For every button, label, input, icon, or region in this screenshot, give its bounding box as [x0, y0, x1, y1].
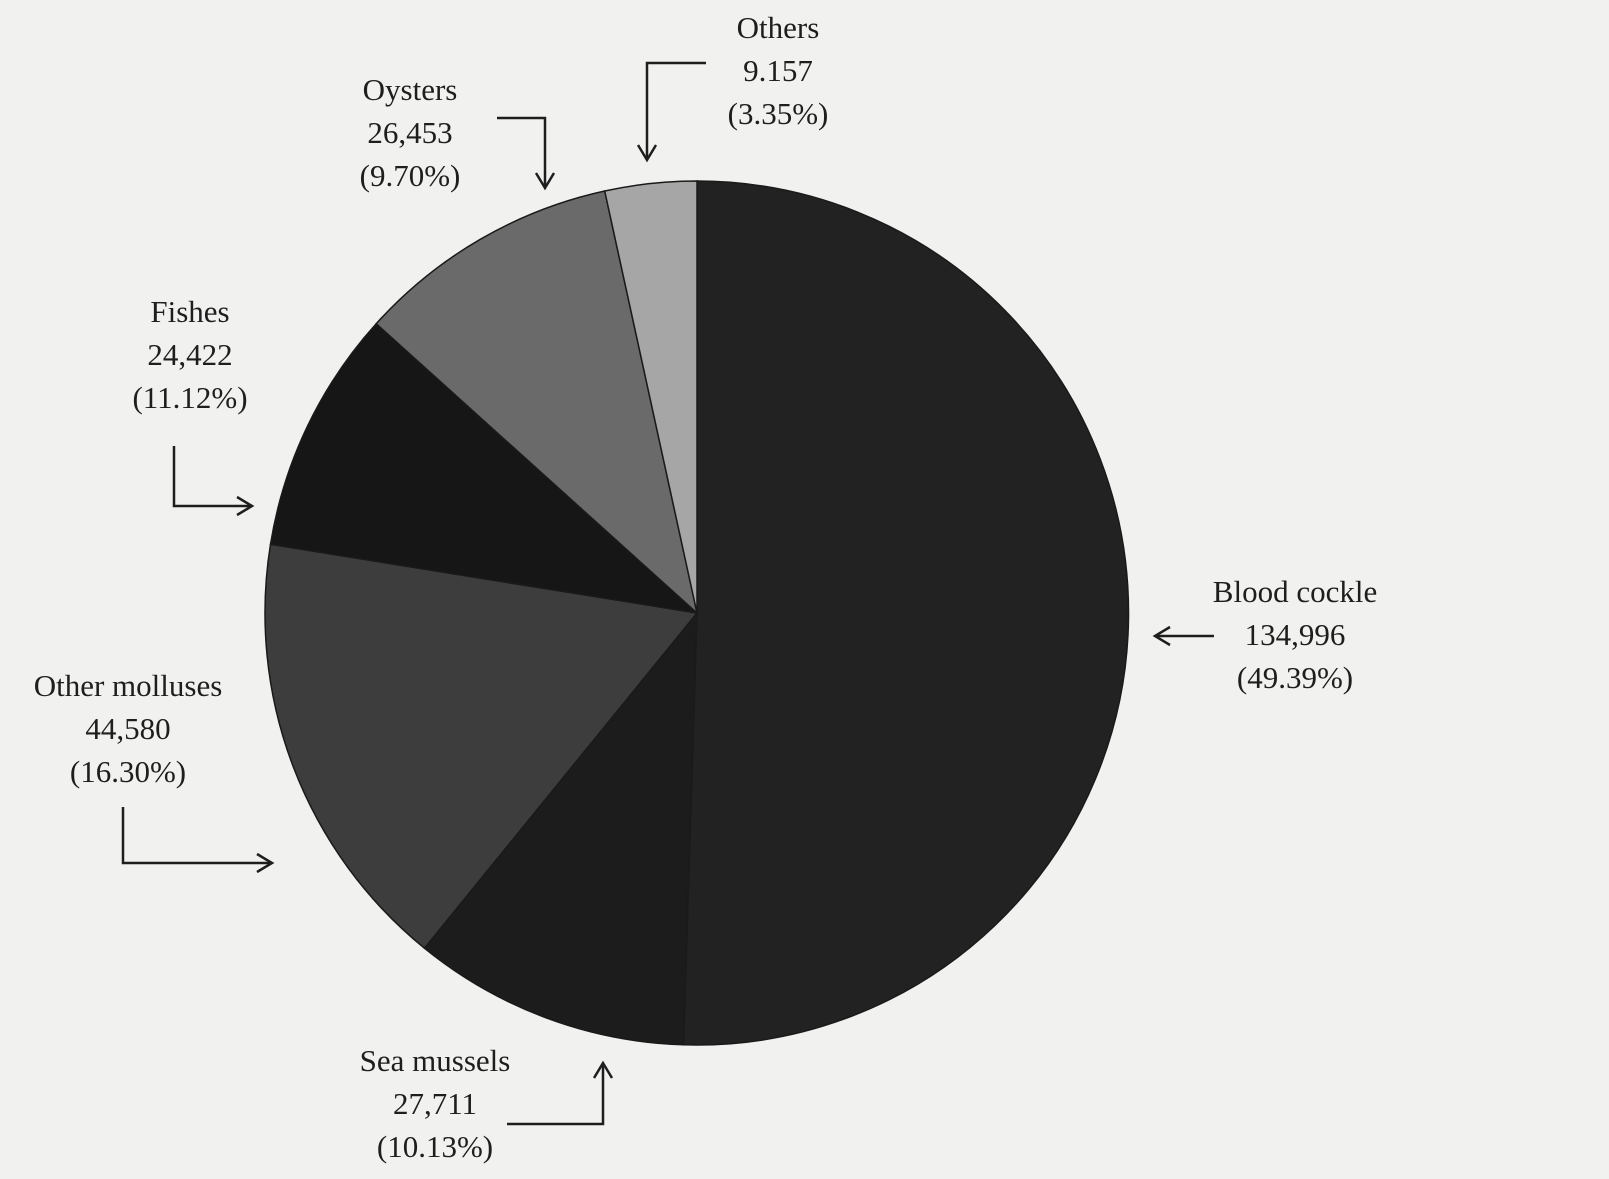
pie-slice-oysters	[375, 190, 699, 616]
slice-percent: (3.35%)	[727, 96, 829, 131]
slice-label-others: Others 9.157 (3.35%)	[703, 6, 853, 135]
pie-slices	[264, 180, 1130, 1046]
slice-value: 27,711	[392, 1086, 478, 1121]
pie-slice-fishes	[269, 322, 700, 615]
leader-arrow-fishes	[172, 446, 250, 508]
slice-label-other-molluses: Other molluses 44,580 (16.30%)	[8, 664, 248, 793]
arrowhead-other-molluses	[256, 852, 275, 874]
leader-arrows	[121, 61, 1214, 1126]
slice-label-fishes: Fishes 24,422 (11.12%)	[105, 290, 275, 419]
slice-percent: (16.30%)	[69, 754, 187, 789]
slice-name: Sea mussels	[359, 1043, 511, 1078]
arrowhead-blood-cockle	[1152, 625, 1171, 647]
arrowhead-others	[636, 144, 658, 163]
arrowhead-fishes	[236, 495, 255, 517]
slice-value: 134,996	[1244, 617, 1346, 652]
leader-arrow-others	[645, 61, 706, 158]
slice-value: 9.157	[743, 53, 813, 88]
slice-percent: (9.70%)	[359, 158, 461, 193]
slice-percent: (10.13%)	[376, 1129, 494, 1164]
slice-percent: (11.12%)	[132, 380, 248, 415]
pie-slice-sea-mussels	[423, 610, 698, 1046]
slice-value: 26,453	[367, 115, 453, 150]
pie-slice-other-molluses	[264, 543, 699, 950]
leader-arrow-sea-mussels	[507, 1065, 605, 1126]
pie-slice-others	[603, 180, 698, 614]
arrowhead-oysters	[534, 172, 556, 191]
slice-value: 44,580	[85, 711, 171, 746]
slice-label-oysters: Oysters 26,453 (9.70%)	[335, 68, 485, 197]
leader-arrow-oysters	[497, 116, 547, 186]
slice-name: Oysters	[362, 72, 458, 107]
slice-name: Other molluses	[33, 668, 223, 703]
arrowhead-sea-mussels	[592, 1060, 614, 1079]
slice-label-blood-cockle: Blood cockle 134,996 (49.39%)	[1180, 570, 1410, 699]
slice-label-sea-mussels: Sea mussels 27,711 (10.13%)	[330, 1039, 540, 1168]
leader-arrow-other-molluses	[121, 807, 270, 865]
pie-slice-blood-cockle	[682, 180, 1130, 1046]
slice-percent: (49.39%)	[1236, 660, 1354, 695]
slice-name: Others	[736, 10, 820, 45]
slice-name: Fishes	[150, 294, 230, 329]
slice-name: Blood cockle	[1212, 574, 1378, 609]
slice-value: 24,422	[147, 337, 233, 372]
